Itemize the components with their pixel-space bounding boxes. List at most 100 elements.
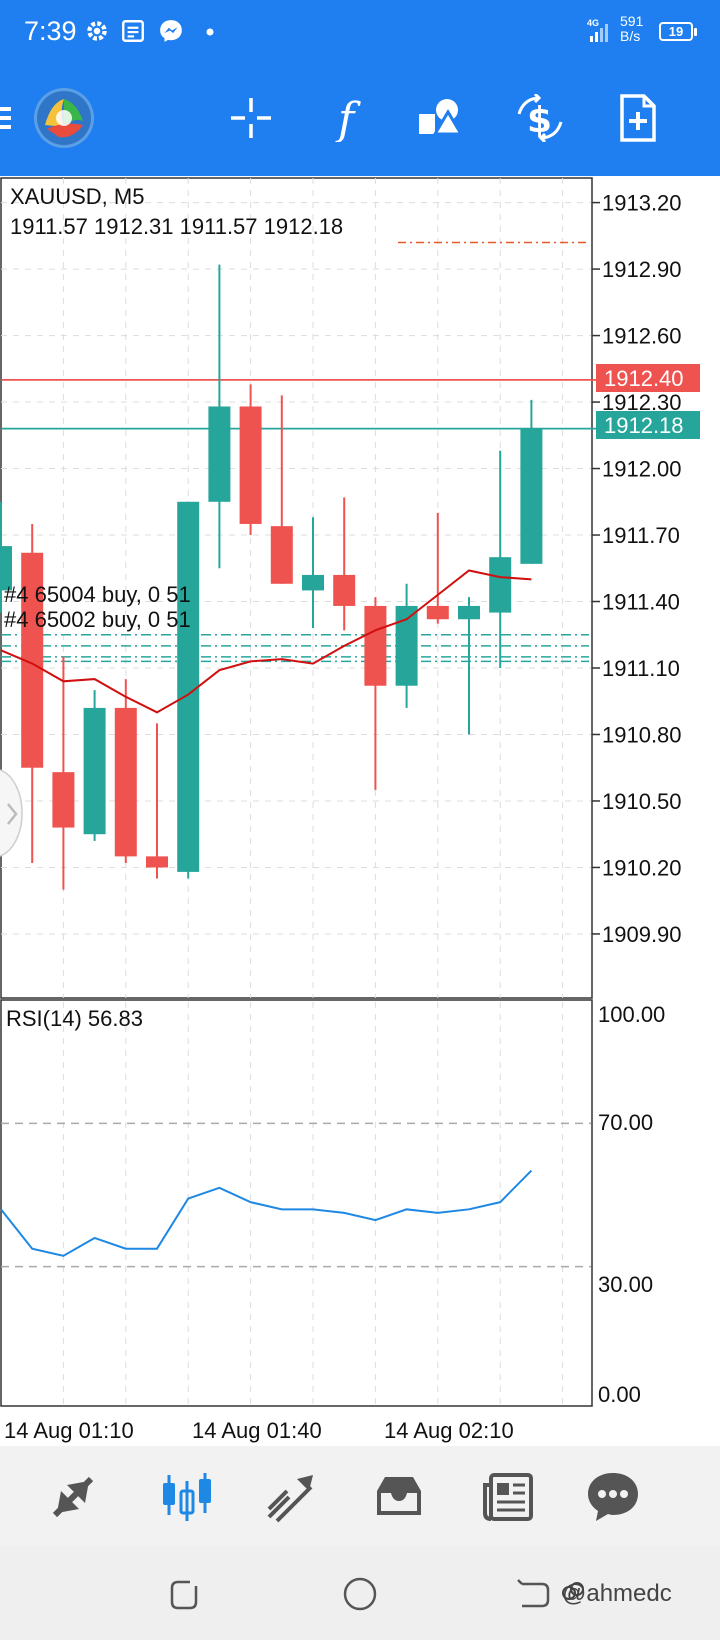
dot-icon	[206, 28, 214, 36]
price-tick-label-4: 1912.00	[602, 457, 682, 482]
nav-messages[interactable]	[580, 1464, 646, 1530]
candle-body-14	[426, 605, 449, 620]
symbol-label: XAUUSD, M5	[10, 184, 144, 209]
rsi-tick-100: 100.00	[598, 1002, 665, 1027]
home-button[interactable]	[338, 1572, 382, 1616]
trade-icon: $	[517, 94, 563, 142]
price-tick-label-9: 1910.50	[602, 789, 682, 814]
nav-trade[interactable]	[258, 1464, 324, 1530]
nav-chart[interactable]	[154, 1464, 220, 1530]
nav-news[interactable]	[476, 1464, 542, 1530]
quotes-icon	[52, 1476, 94, 1518]
chevron-right-icon	[7, 803, 18, 825]
battery-indicator: 19	[659, 22, 697, 41]
candle-body-9	[270, 526, 293, 584]
new-order-button[interactable]	[608, 88, 668, 148]
price-tick-label-3: 1912.30	[602, 390, 682, 415]
messenger-icon	[160, 20, 182, 42]
system-navigation	[0, 1546, 720, 1640]
candle-body-1	[21, 552, 44, 768]
back-icon	[517, 1579, 550, 1608]
status-time: 7:39	[24, 16, 77, 46]
svg-text:4G: 4G	[587, 18, 599, 28]
chart-area[interactable]: 1913.20 1912.90 1912.60 1912.30 1912.00 1911.…	[0, 176, 720, 1446]
bid-price-tag	[596, 411, 700, 439]
candle-body-2	[52, 772, 75, 828]
candle-body-4	[114, 707, 137, 857]
signal-icon: 4G	[587, 18, 608, 42]
new-order-icon	[620, 94, 656, 142]
chart-icon	[163, 1473, 211, 1521]
price-tick-label-8: 1910.80	[602, 722, 682, 747]
news-icon	[122, 20, 144, 42]
price-tick-label-10: 1910.20	[602, 855, 682, 880]
candle-body-10	[302, 574, 324, 591]
app-logo	[34, 88, 94, 148]
candle-body-16	[489, 557, 512, 613]
time-label-1: 14 Aug 01:10	[4, 1418, 134, 1443]
ask-price-tag	[596, 364, 700, 392]
candle-body-6	[177, 501, 200, 872]
ask-price-label: 1912.40	[604, 366, 684, 391]
price-tick-label-6: 1911.40	[602, 590, 680, 615]
messages-icon	[588, 1473, 638, 1521]
rsi-tick-30: 30.00	[598, 1272, 653, 1297]
order-label-1[interactable]: #4 65004 buy, 0 51	[4, 582, 191, 607]
candle-body-12	[364, 605, 387, 686]
candle-body-11	[333, 574, 356, 606]
indicator-f-icon: f	[335, 94, 361, 142]
candle-body-15	[458, 605, 480, 620]
svg-text:f: f	[335, 94, 361, 142]
chart-canvas[interactable]: 1913.20 1912.90 1912.60 1912.30 1912.00 1911.…	[0, 176, 720, 1446]
candles	[0, 264, 543, 890]
candle-body-13	[395, 605, 418, 686]
nav-quotes[interactable]	[40, 1464, 106, 1530]
watermark: @ahmedc	[562, 1580, 672, 1607]
svg-text:$: $	[527, 100, 552, 141]
rsi-tick-0: 0.00	[598, 1382, 641, 1407]
ohlc-label: 1911.57 1912.31 1911.57 1912.18	[10, 214, 343, 239]
crosshair-icon	[231, 98, 271, 138]
candle-body-8	[239, 406, 262, 524]
objects-button[interactable]	[410, 88, 470, 148]
order-label-2[interactable]: #4 65002 buy, 0 51	[4, 607, 191, 632]
candle-body-7	[208, 406, 231, 502]
moving-average-line	[0, 569, 532, 714]
price-tick-label-0: 1913.20	[602, 191, 682, 216]
recents-button[interactable]	[162, 1572, 206, 1616]
grid	[1, 178, 591, 1406]
time-label-2: 14 Aug 01:40	[192, 1418, 322, 1443]
price-axis: 1913.20 1912.90 1912.60 1912.30 1912.00 1911.…	[592, 191, 682, 947]
price-tick-label-2: 1912.60	[602, 324, 682, 349]
price-tick-label-11: 1909.90	[602, 922, 682, 947]
crosshair-button[interactable]	[221, 88, 281, 148]
rsi-tick-70: 70.00	[598, 1110, 653, 1135]
rsi-indicator	[0, 1169, 533, 1257]
candle-body-0	[0, 546, 12, 591]
trade-button[interactable]: $	[510, 88, 570, 148]
network-speed-value: 591	[620, 13, 644, 29]
recents-icon	[170, 1580, 198, 1610]
time-label-3: 14 Aug 02:10	[384, 1418, 514, 1443]
status-bar: 7:39 4G 591 B/s 19	[0, 0, 720, 66]
history-icon	[377, 1477, 421, 1515]
menu-button[interactable]	[0, 88, 24, 148]
app-logo-button[interactable]	[32, 86, 96, 150]
chart-toolbar: f $	[0, 66, 720, 176]
candle-body-5	[146, 856, 168, 868]
candle-body-3	[83, 707, 106, 835]
indicators-button[interactable]: f	[320, 88, 380, 148]
price-tick-label-5: 1911.70	[602, 523, 680, 548]
side-panel-handle[interactable]	[0, 769, 23, 857]
candle-body-17	[520, 428, 543, 564]
rsi-label: RSI(14) 56.83	[6, 1006, 143, 1031]
price-lines	[1, 241, 596, 430]
nav-history[interactable]	[366, 1464, 432, 1530]
network-speed-unit: B/s	[620, 28, 641, 44]
rsi-line	[0, 1169, 533, 1257]
back-button[interactable]	[512, 1572, 556, 1616]
network-speed: 591 B/s	[620, 14, 643, 44]
rsi-chart-frame	[0, 999, 593, 1407]
trade-icon	[267, 1475, 313, 1523]
objects-icon	[419, 99, 463, 136]
